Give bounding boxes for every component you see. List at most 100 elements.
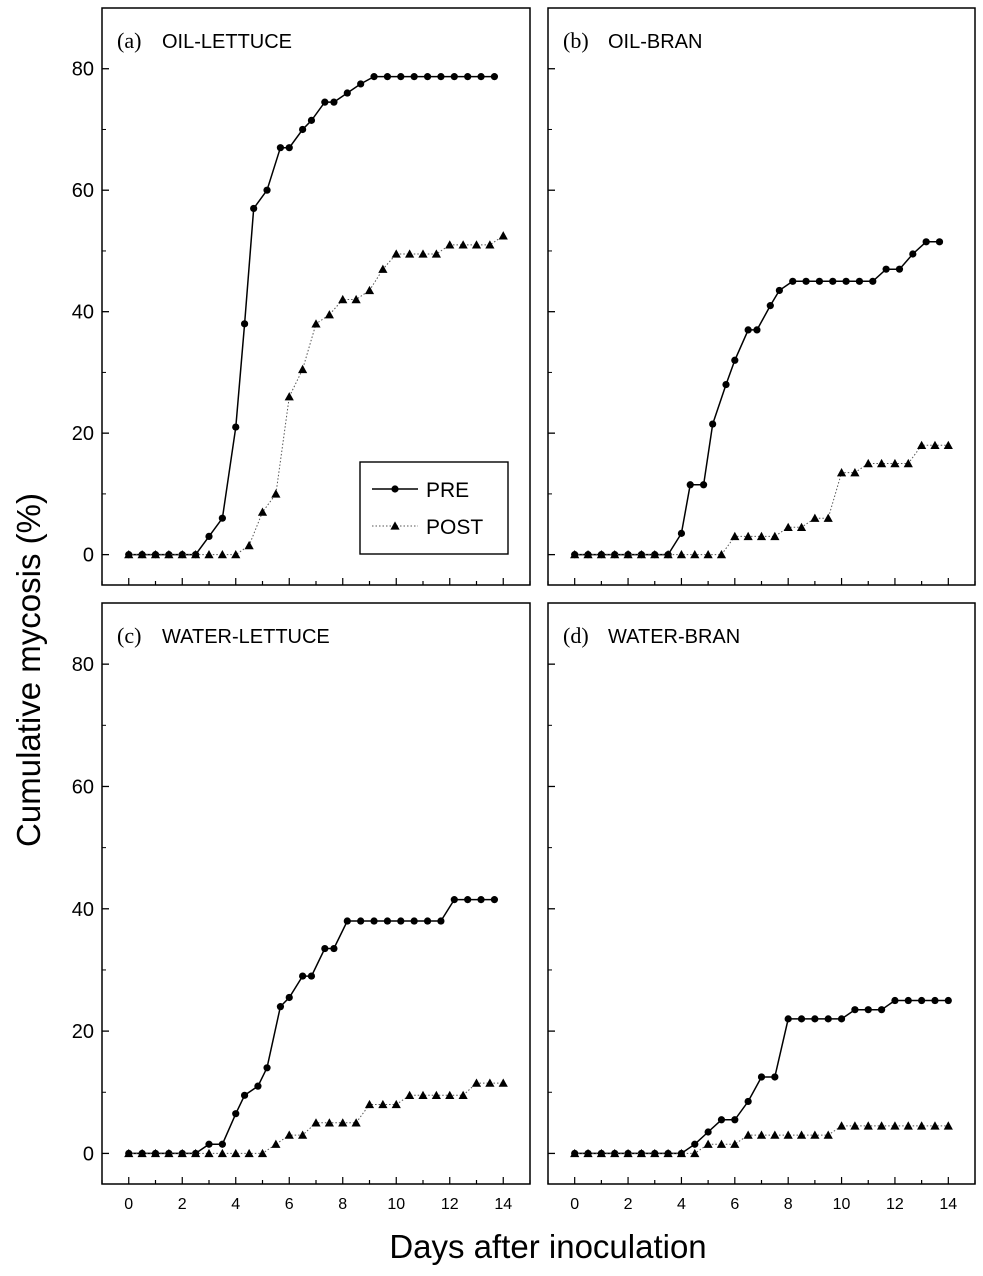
post-point: [850, 1121, 860, 1130]
post-point: [890, 458, 900, 468]
post-point: [324, 1118, 334, 1127]
legend-pre-marker: [391, 485, 399, 493]
pre-point: [357, 917, 365, 925]
pre-point: [686, 481, 694, 489]
pre-point: [882, 265, 890, 273]
post-point: [756, 531, 767, 541]
panel-d: (d) WATER-BRAN 0 2 4 6 8 10 12 14: [547, 602, 976, 1213]
legend-post-label: POST: [426, 516, 483, 539]
pre-point: [205, 1140, 213, 1148]
pre-point: [321, 944, 329, 953]
post-point: [583, 1148, 593, 1158]
post-point: [796, 1130, 807, 1139]
series-pre-line: [574, 241, 940, 556]
pre-point: [232, 423, 240, 431]
post-point: [716, 1139, 727, 1148]
post-point: [191, 1148, 201, 1158]
post-point: [418, 249, 428, 258]
x-tick-label: 0: [570, 1196, 579, 1213]
post-point: [876, 1121, 887, 1130]
post-point: [124, 550, 134, 559]
post-point: [650, 1148, 660, 1158]
post-point: [351, 1118, 361, 1127]
panel-label: (c): [117, 623, 141, 648]
pre-point: [869, 277, 877, 285]
pre-point: [789, 277, 797, 285]
pre-point: [450, 896, 458, 904]
post-point: [378, 1099, 388, 1109]
pre-point: [704, 1128, 712, 1136]
pre-point: [722, 380, 730, 389]
pre-point: [775, 286, 783, 295]
post-point: [943, 440, 953, 449]
post-point: [191, 550, 201, 559]
pre-point: [299, 125, 307, 134]
post-point: [177, 550, 187, 559]
post-point: [756, 1130, 767, 1139]
x-tick-label: 10: [387, 1196, 405, 1213]
post-point: [836, 468, 847, 477]
post-point: [823, 1130, 833, 1139]
post-point: [431, 249, 441, 258]
pre-point: [357, 80, 365, 88]
post-point: [458, 240, 468, 249]
post-point: [690, 1148, 700, 1158]
post-point: [324, 310, 334, 319]
post-point: [743, 531, 753, 541]
pre-point: [753, 326, 761, 334]
post-point: [311, 1118, 321, 1127]
x-tick-label: 12: [886, 1196, 904, 1213]
post-point: [650, 550, 660, 559]
pre-point: [677, 529, 686, 537]
post-point: [770, 531, 780, 541]
panel-title: WATER-LETTUCE: [162, 626, 330, 648]
pre-point: [731, 356, 739, 364]
y-tick-label: 80: [72, 59, 94, 81]
post-point: [271, 489, 281, 498]
post-point: [743, 1130, 753, 1139]
x-tick-label: 8: [784, 1196, 793, 1213]
pre-point: [931, 996, 939, 1005]
post-point: [204, 550, 214, 559]
post-point: [498, 231, 508, 240]
post-point: [217, 550, 227, 559]
pre-point: [276, 144, 285, 152]
panel-title: OIL-BRAN: [608, 31, 702, 53]
series-post-line: [574, 1125, 949, 1154]
post-point: [703, 550, 713, 559]
pre-point: [891, 996, 899, 1005]
pre-point: [477, 896, 485, 904]
post-point: [405, 249, 415, 258]
pre-point: [877, 1006, 886, 1014]
pre-point: [935, 238, 944, 246]
x-tick-label: 14: [494, 1196, 512, 1213]
post-point: [663, 550, 673, 559]
panel-title: OIL-LETTUCE: [162, 31, 292, 53]
panel-c: (c) WATER-LETTUCE 0 20 40 60 80 0 2 4 6 8 10 12 14: [72, 602, 531, 1213]
pre-point: [855, 277, 864, 285]
pre-point: [709, 420, 717, 428]
pre-point: [922, 238, 930, 246]
post-point: [458, 1090, 468, 1100]
pre-point: [254, 1082, 262, 1090]
post-point: [796, 522, 807, 531]
panel-label: (d): [563, 623, 589, 648]
post-point: [351, 294, 361, 304]
post-point: [257, 1148, 268, 1158]
pre-point: [829, 277, 837, 285]
x-tick-label: 0: [124, 1196, 133, 1213]
post-point: [124, 1148, 134, 1158]
post-point: [418, 1090, 428, 1100]
y-tick-label: 60: [72, 776, 94, 798]
pre-point: [397, 73, 405, 81]
post-point: [716, 550, 727, 559]
y-tick-label: 60: [72, 180, 94, 202]
pre-point: [276, 1003, 285, 1011]
y-tick-label: 40: [72, 899, 94, 921]
post-point: [850, 468, 860, 477]
x-axis-label: Days after inoculation: [389, 1228, 706, 1265]
post-point: [703, 1139, 713, 1148]
panel-frame: [547, 602, 976, 1185]
post-point: [823, 513, 833, 522]
